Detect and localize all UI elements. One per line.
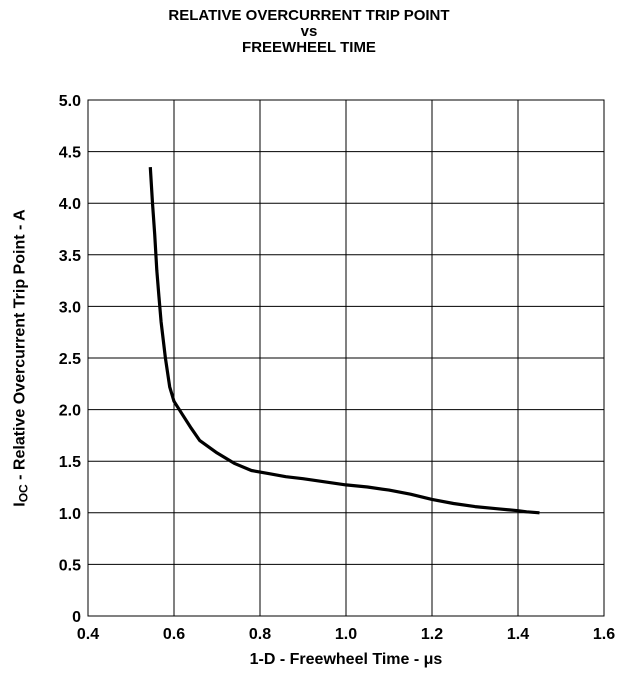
plot-frame (87, 99, 605, 617)
chart-title: RELATIVE OVERCURRENT TRIP POINT vs FREEW… (0, 8, 618, 56)
y-axis-label-rest: - Relative Overcurrent Trip Point - A (11, 209, 29, 485)
y-axis-label-box: IOC - Relative Overcurrent Trip Point - … (8, 98, 34, 618)
y-tick-label: 4.0 (59, 196, 81, 213)
x-tick-labels: 0.4 0.6 0.8 1.0 1.2 1.4 1.6 (77, 626, 615, 643)
series-layer (148, 167, 540, 515)
x-tick-label: 0.6 (163, 626, 185, 643)
x-tick-label: 1.0 (335, 626, 357, 643)
x-tick-label: 1.2 (421, 626, 443, 643)
series-line (148, 167, 540, 515)
y-tick-label: 0 (72, 609, 81, 626)
y-tick-label: 3.5 (59, 248, 81, 265)
y-tick-label: 4.5 (59, 145, 81, 162)
y-tick-label: 0.5 (59, 557, 81, 574)
x-axis-label: 1-D - Freewheel Time - μs (249, 651, 443, 668)
y-axis-label-main: I (11, 502, 29, 507)
y-axis-label: IOC - Relative Overcurrent Trip Point - … (12, 209, 31, 506)
y-tick-label: 3.0 (59, 299, 81, 316)
y-tick-label: 5.0 (59, 93, 81, 110)
x-tick-label: 1.6 (593, 626, 615, 643)
y-tick-labels: 0 0.5 1.0 1.5 2.0 2.5 3.0 3.5 4.0 4.5 5.0 (59, 93, 81, 626)
chart-title-line-1: RELATIVE OVERCURRENT TRIP POINT (168, 7, 450, 24)
x-tick-label: 0.8 (249, 626, 271, 643)
y-tick-label: 2.0 (59, 403, 81, 420)
x-tick-label: 0.4 (77, 626, 99, 643)
y-tick-label: 2.5 (59, 351, 81, 368)
chart-title-line-3: FREEWHEEL TIME (242, 39, 376, 56)
chart-title-line-2: vs (300, 23, 318, 40)
y-tick-label: 1.5 (59, 454, 81, 471)
y-axis-label-subscript: OC (16, 484, 31, 503)
y-tick-label: 1.0 (59, 506, 81, 523)
x-tick-label: 1.4 (507, 626, 529, 643)
